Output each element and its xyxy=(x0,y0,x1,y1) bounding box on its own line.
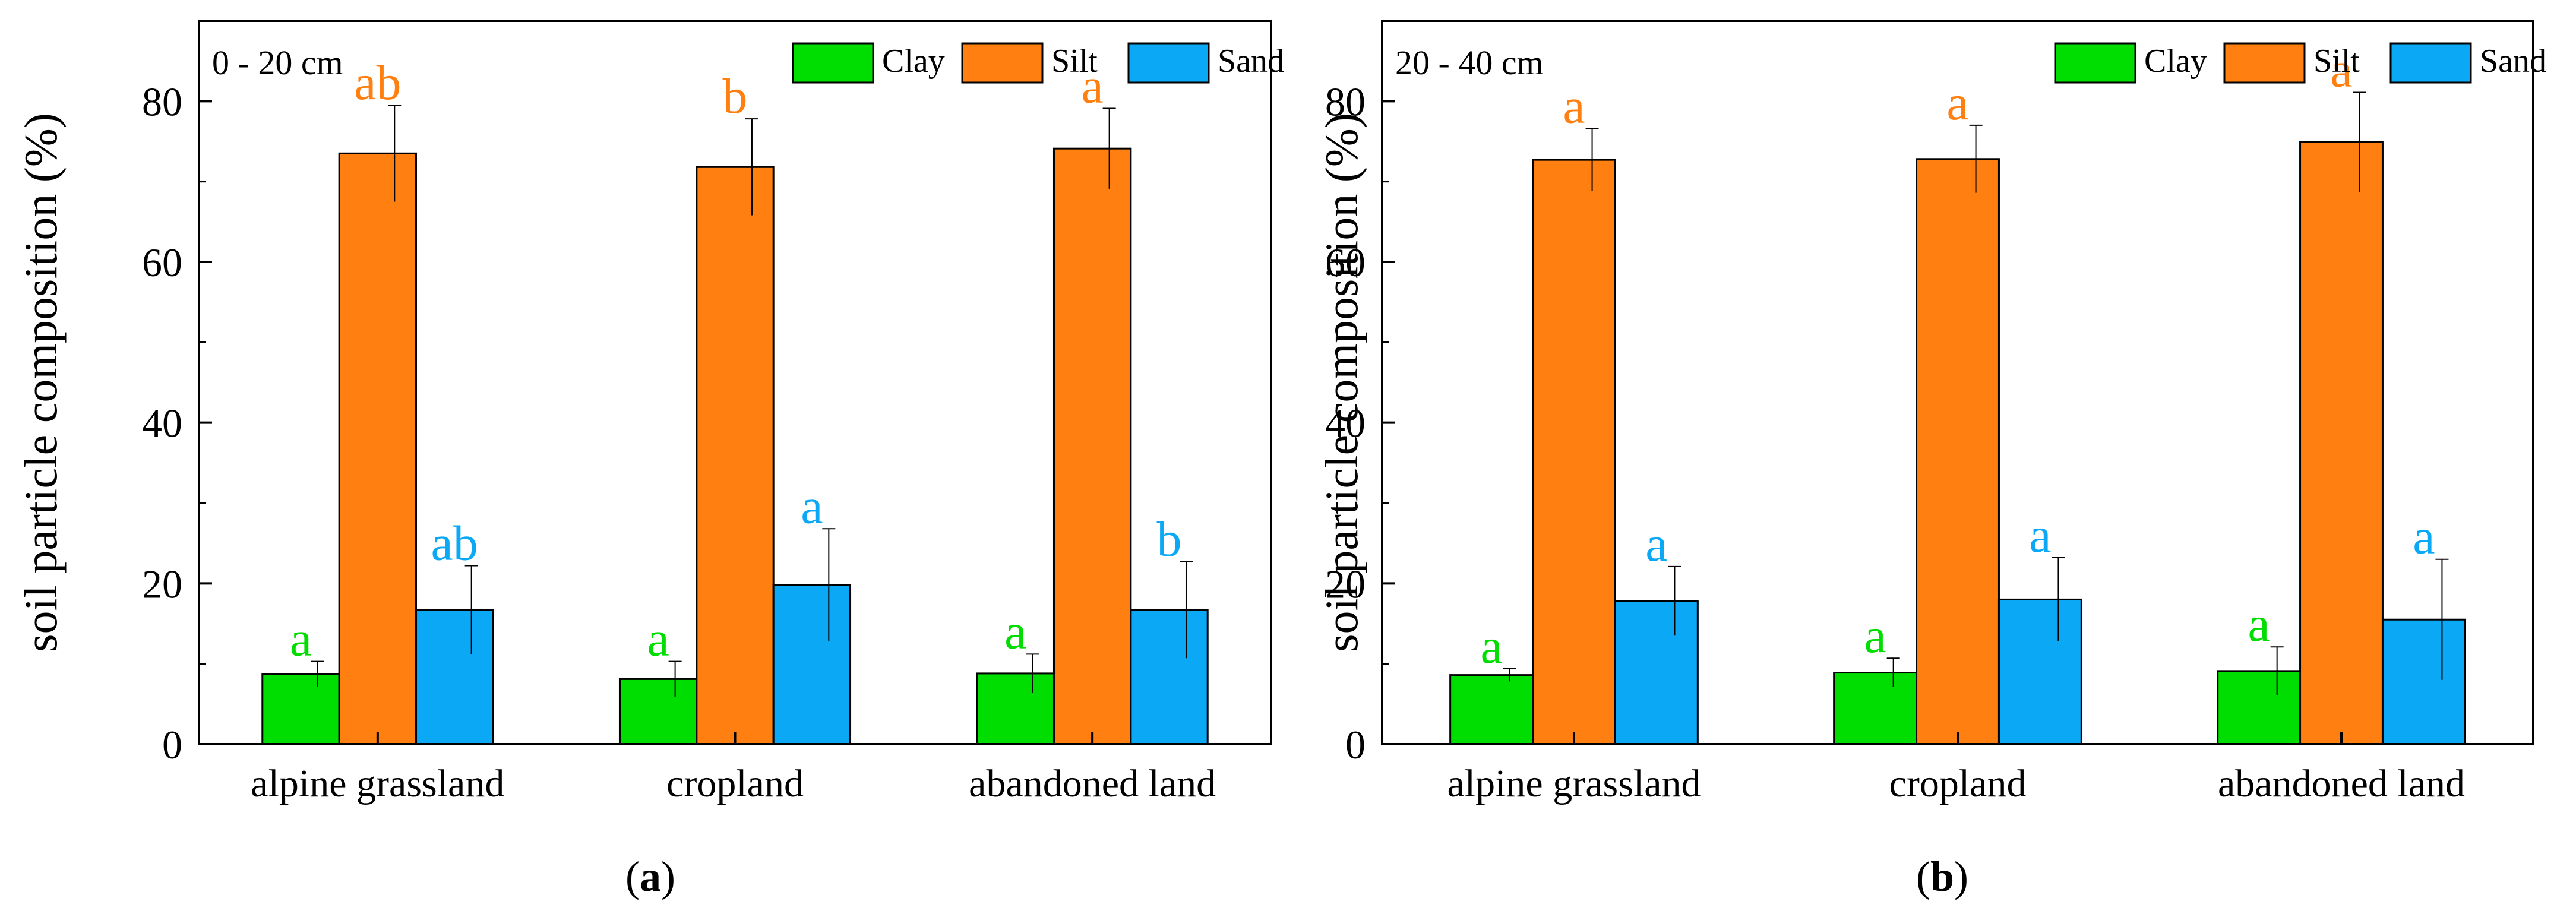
x-tick-label: cropland xyxy=(666,762,804,805)
bar-clay-1 xyxy=(261,673,340,745)
depth-label: 0 - 20 cm xyxy=(212,43,343,82)
significance-letter-silt-3: a xyxy=(2330,42,2352,97)
legend-label-sand: Sand xyxy=(1218,43,1284,80)
y-tick-label: 20 xyxy=(1325,561,1366,606)
significance-letter-clay-3: a xyxy=(1004,604,1026,659)
y-tick-label: 40 xyxy=(1325,401,1366,446)
panel-label: (b) xyxy=(1916,853,1968,900)
bar-silt-2 xyxy=(1916,158,2000,745)
significance-letter-clay-2: a xyxy=(647,612,669,667)
legend-label-clay: Clay xyxy=(882,43,945,80)
bar-sand-1 xyxy=(1614,600,1699,745)
significance-letter-silt-2: b xyxy=(723,69,748,124)
chart-panel-2: a a a a a a a a a 0 20 40 60 80 alpine grassland cropla… xyxy=(1316,20,2546,900)
significance-letter-clay-1: a xyxy=(290,612,312,667)
x-tick-label: cropland xyxy=(1889,762,2027,805)
legend-swatch-silt xyxy=(961,42,1044,84)
y-tick-label: 60 xyxy=(142,240,182,285)
bar-sand-1 xyxy=(415,609,494,745)
y-tick-label: 80 xyxy=(142,79,182,124)
significance-letter-clay-1: a xyxy=(1480,619,1502,674)
y-tick-label: 60 xyxy=(1325,240,1366,285)
bar-sand-2 xyxy=(1997,598,2082,745)
legend-label-silt: Silt xyxy=(1051,43,1098,80)
y-tick-label: 0 xyxy=(162,722,182,767)
significance-letter-silt-1: ab xyxy=(354,55,401,110)
x-tick-label: alpine grassland xyxy=(1447,762,1701,805)
y-tick-label: 80 xyxy=(1325,79,1366,124)
significance-letter-silt-1: a xyxy=(1563,78,1585,134)
legend-swatch-silt xyxy=(2223,42,2306,84)
bar-silt-3 xyxy=(2299,141,2384,745)
significance-letter-sand-2: a xyxy=(801,479,823,534)
panel-label: (a) xyxy=(625,853,675,900)
significance-letter-clay-3: a xyxy=(2248,597,2270,652)
significance-letter-sand-3: b xyxy=(1157,512,1182,567)
depth-label: 20 - 40 cm xyxy=(1395,43,1544,82)
legend-label-silt: Silt xyxy=(2313,43,2360,80)
legend-swatch-sand xyxy=(2389,42,2472,84)
bar-clay-3 xyxy=(976,672,1055,745)
bar-silt-1 xyxy=(1532,159,1616,745)
legend-swatch-clay xyxy=(792,42,874,84)
significance-letter-sand-2: a xyxy=(2029,508,2051,563)
y-axis-label: soil particle composition (%) xyxy=(15,113,67,652)
significance-letter-sand-3: a xyxy=(2413,510,2435,565)
significance-letter-sand-1: a xyxy=(1645,517,1667,572)
legend-swatch-sand xyxy=(1127,42,1210,84)
bar-clay-3 xyxy=(2217,670,2302,745)
y-tick-label: 40 xyxy=(142,401,182,446)
y-tick-label: 0 xyxy=(1345,722,1366,767)
bar-silt-2 xyxy=(696,166,775,745)
bar-sand-3 xyxy=(2381,618,2466,745)
bar-silt-3 xyxy=(1052,147,1132,745)
y-tick-label: 20 xyxy=(142,561,182,606)
significance-letter-silt-2: a xyxy=(1946,75,1968,131)
bar-clay-2 xyxy=(618,678,698,745)
x-tick-label: alpine grassland xyxy=(251,762,504,805)
x-tick-label: abandoned land xyxy=(2218,762,2465,805)
x-tick-label: abandoned land xyxy=(969,762,1216,805)
bar-clay-1 xyxy=(1449,674,1534,745)
y-axis-label: soil particle composition (%) xyxy=(1316,113,1367,652)
bar-clay-2 xyxy=(1833,672,1918,745)
legend-swatch-clay xyxy=(2054,42,2136,84)
bar-sand-2 xyxy=(772,584,852,745)
significance-letter-clay-2: a xyxy=(1864,608,1886,663)
significance-letter-silt-3: a xyxy=(1082,59,1104,114)
bar-sand-3 xyxy=(1130,609,1209,745)
significance-letter-sand-1: ab xyxy=(431,516,478,571)
legend-label-clay: Clay xyxy=(2144,43,2207,80)
bar-silt-1 xyxy=(338,152,418,745)
legend-label-sand: Sand xyxy=(2480,43,2546,80)
